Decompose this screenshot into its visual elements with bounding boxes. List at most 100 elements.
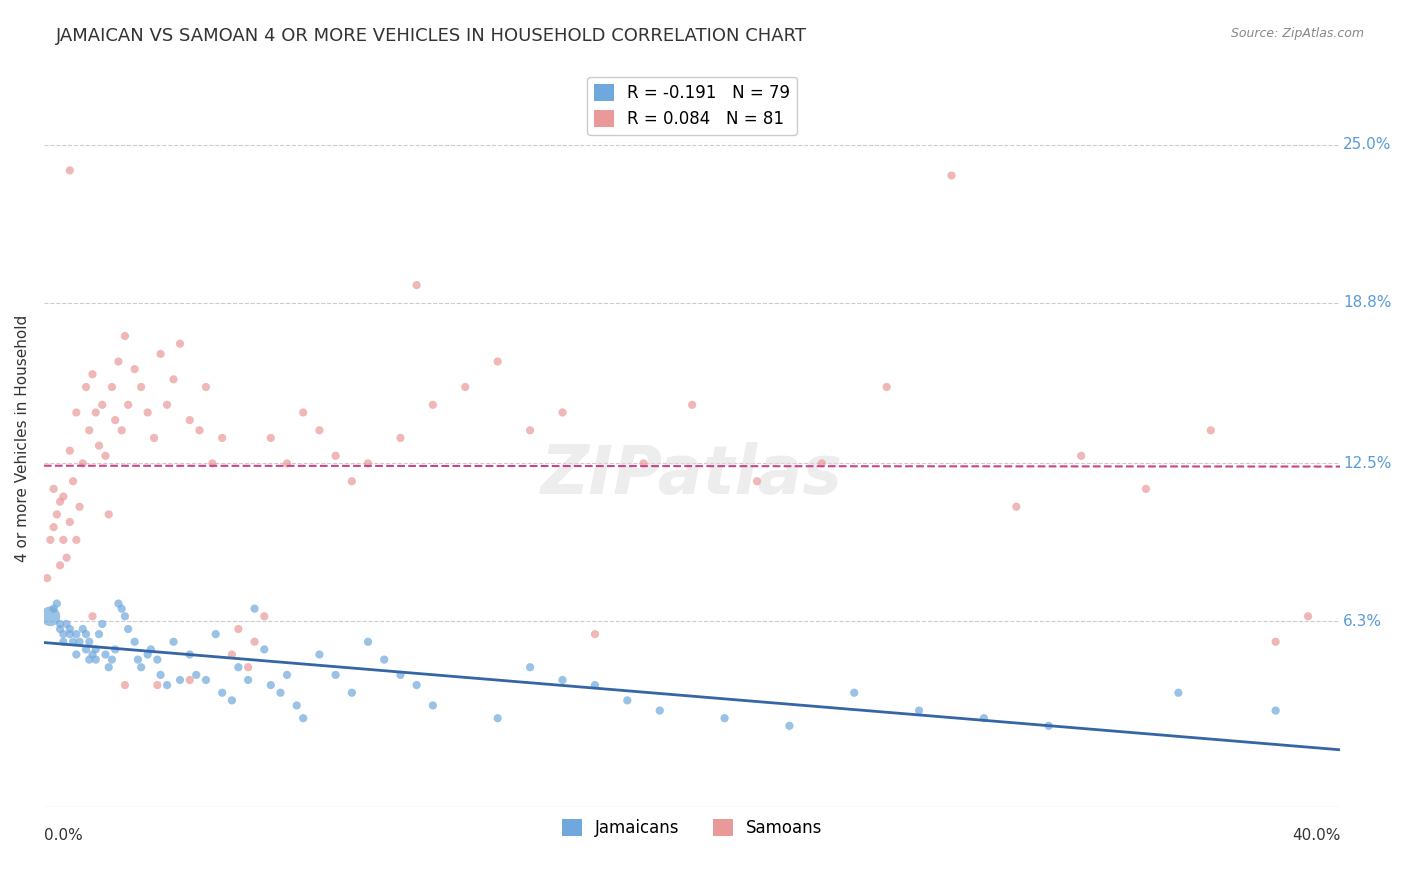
Point: [236, 660, 259, 674]
Point: [124, 362, 146, 376]
Point: [276, 457, 298, 471]
Point: [211, 686, 233, 700]
Point: [179, 648, 201, 662]
Point: [84, 652, 107, 666]
Point: [811, 457, 834, 471]
Point: [127, 652, 149, 666]
Point: [681, 398, 703, 412]
Point: [39, 609, 62, 624]
Point: [1005, 500, 1028, 514]
Point: [616, 693, 638, 707]
Point: [146, 652, 169, 666]
Point: [59, 443, 82, 458]
Point: [65, 405, 87, 419]
Text: 40.0%: 40.0%: [1292, 828, 1340, 843]
Text: 25.0%: 25.0%: [1343, 137, 1392, 153]
Point: [204, 627, 226, 641]
Point: [111, 601, 134, 615]
Point: [194, 380, 217, 394]
Point: [285, 698, 308, 713]
Point: [84, 405, 107, 419]
Point: [42, 482, 65, 496]
Text: 18.8%: 18.8%: [1343, 295, 1392, 310]
Point: [308, 648, 330, 662]
Point: [648, 704, 671, 718]
Text: ZIPatlas: ZIPatlas: [541, 442, 844, 508]
Point: [1038, 719, 1060, 733]
Point: [292, 405, 315, 419]
Point: [1199, 423, 1222, 437]
Point: [519, 423, 541, 437]
Point: [104, 413, 127, 427]
Point: [221, 693, 243, 707]
Point: [55, 616, 77, 631]
Point: [77, 652, 100, 666]
Point: [59, 627, 82, 641]
Point: [114, 609, 136, 624]
Text: JAMAICAN VS SAMOAN 4 OR MORE VEHICLES IN HOUSEHOLD CORRELATION CHART: JAMAICAN VS SAMOAN 4 OR MORE VEHICLES IN…: [56, 27, 807, 45]
Point: [82, 648, 104, 662]
Point: [253, 609, 276, 624]
Point: [908, 704, 931, 718]
Point: [91, 398, 114, 412]
Point: [162, 372, 184, 386]
Point: [633, 457, 655, 471]
Point: [136, 405, 159, 419]
Point: [486, 354, 509, 368]
Point: [42, 520, 65, 534]
Point: [107, 597, 129, 611]
Point: [389, 668, 412, 682]
Point: [389, 431, 412, 445]
Point: [253, 642, 276, 657]
Y-axis label: 4 or more Vehicles in Household: 4 or more Vehicles in Household: [15, 314, 30, 562]
Point: [146, 678, 169, 692]
Point: [77, 634, 100, 648]
Point: [49, 616, 72, 631]
Point: [55, 550, 77, 565]
Point: [373, 652, 395, 666]
Point: [156, 678, 179, 692]
Point: [136, 648, 159, 662]
Point: [104, 642, 127, 657]
Point: [84, 642, 107, 657]
Point: [1296, 609, 1319, 624]
Point: [114, 329, 136, 343]
Point: [114, 678, 136, 692]
Point: [186, 668, 208, 682]
Point: [422, 698, 444, 713]
Point: [292, 711, 315, 725]
Point: [75, 627, 97, 641]
Point: [713, 711, 735, 725]
Point: [65, 533, 87, 547]
Point: [143, 431, 166, 445]
Point: [228, 660, 250, 674]
Point: [62, 475, 84, 489]
Point: [52, 627, 75, 641]
Point: [49, 494, 72, 508]
Point: [583, 678, 606, 692]
Point: [340, 686, 363, 700]
Point: [42, 601, 65, 615]
Point: [260, 431, 283, 445]
Point: [260, 678, 283, 692]
Point: [62, 634, 84, 648]
Point: [52, 533, 75, 547]
Point: [1070, 449, 1092, 463]
Point: [149, 668, 172, 682]
Point: [169, 673, 191, 687]
Text: 6.3%: 6.3%: [1343, 614, 1382, 629]
Point: [179, 673, 201, 687]
Point: [94, 648, 117, 662]
Point: [454, 380, 477, 394]
Point: [75, 642, 97, 657]
Point: [422, 398, 444, 412]
Point: [519, 660, 541, 674]
Point: [973, 711, 995, 725]
Point: [357, 634, 380, 648]
Point: [211, 431, 233, 445]
Point: [941, 169, 963, 183]
Point: [194, 673, 217, 687]
Point: [45, 597, 67, 611]
Point: [583, 627, 606, 641]
Point: [39, 533, 62, 547]
